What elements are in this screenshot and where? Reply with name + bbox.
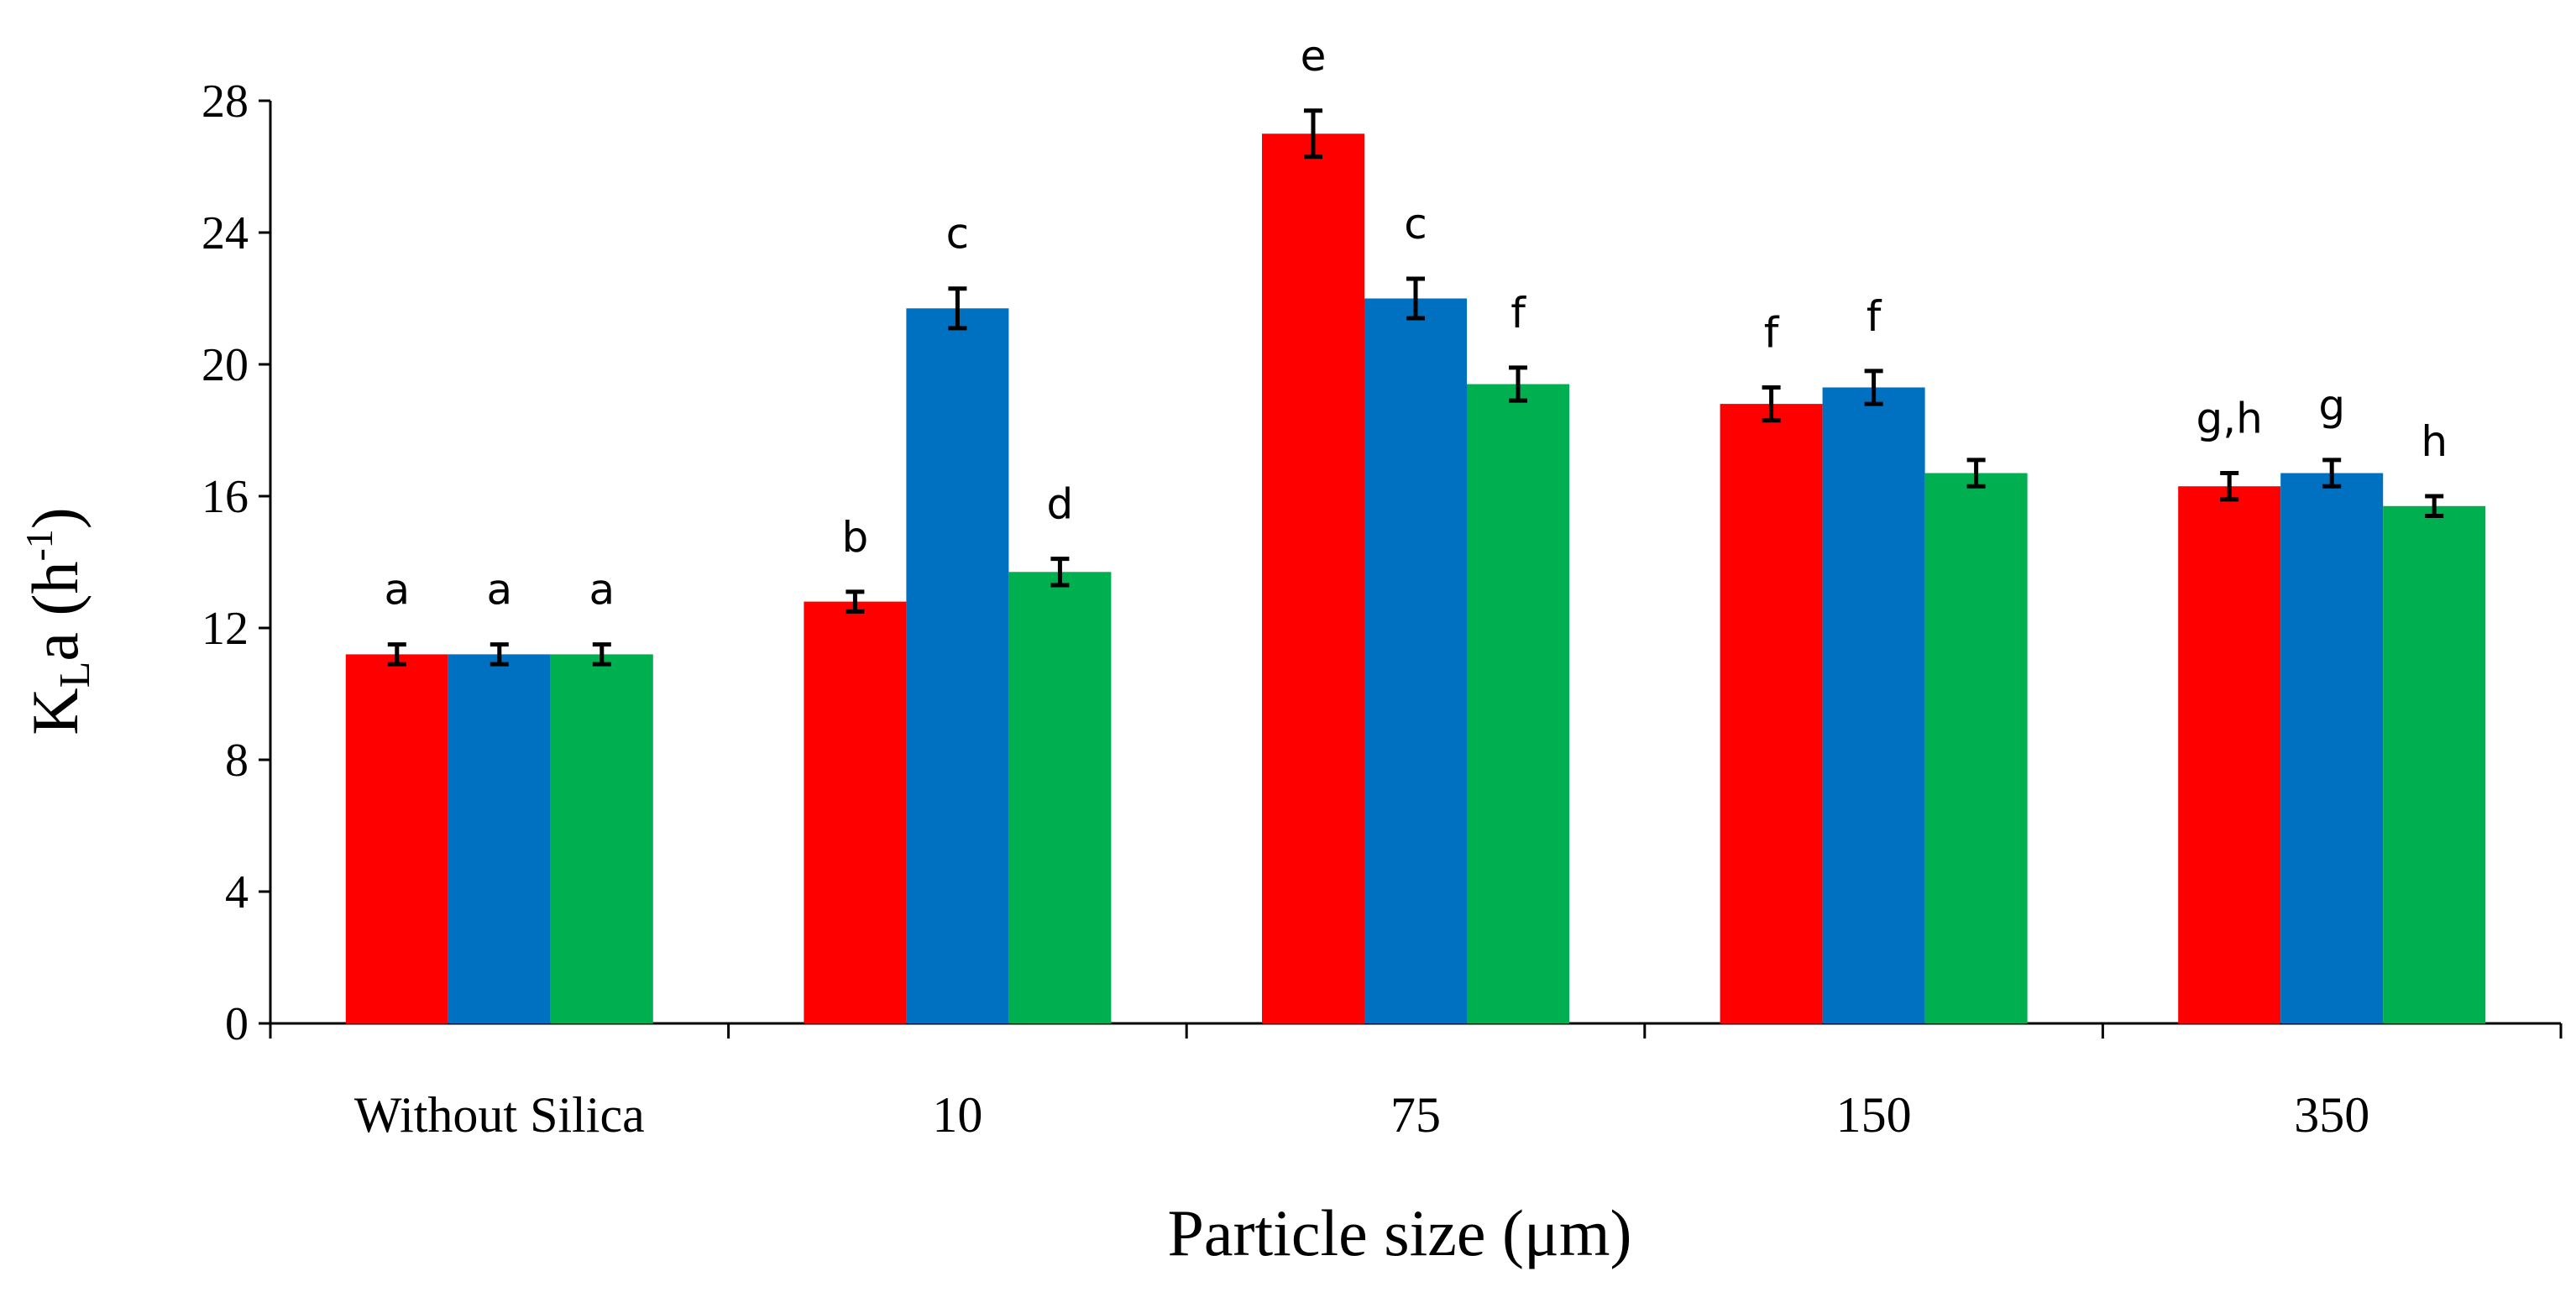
significance-label: f	[1867, 292, 1882, 341]
y-tick-label: 8	[225, 735, 249, 787]
significance-label: f	[1764, 308, 1780, 357]
bar-series-blue	[1822, 387, 1925, 1024]
y-axis-title: KLa (h-1)	[18, 507, 99, 735]
bar-series-green	[1924, 473, 2028, 1023]
x-category-label: 75	[1390, 1087, 1441, 1143]
bar-series-green	[2383, 505, 2486, 1023]
bar-series-red	[1720, 404, 1823, 1024]
y-tick-label: 28	[202, 76, 249, 128]
y-tick-label: 16	[202, 471, 249, 523]
significance-label: d	[1047, 480, 1074, 529]
x-axis-title: Particle size (μm)	[1168, 1196, 1632, 1269]
x-category-label: Without Silica	[354, 1087, 645, 1143]
bar-series-blue	[1364, 298, 1467, 1023]
bar-series-red	[345, 654, 448, 1023]
bar-series-green	[1008, 572, 1112, 1023]
y-tick-label: 0	[225, 998, 249, 1050]
bar-series-red	[1262, 133, 1364, 1023]
significance-label: c	[1404, 200, 1427, 249]
significance-label: f	[1511, 289, 1526, 337]
significance-label: a	[486, 566, 512, 615]
x-category-label: 150	[1836, 1087, 1912, 1143]
bar-series-green	[550, 654, 653, 1023]
y-tick-label: 24	[202, 207, 249, 259]
significance-label: h	[2421, 417, 2448, 466]
significance-label: g,h	[2196, 395, 2263, 443]
significance-label: a	[384, 566, 410, 615]
x-category-label: 350	[2294, 1087, 2369, 1143]
bar-series-blue	[2280, 473, 2384, 1023]
significance-label: g	[2318, 381, 2345, 430]
significance-label: c	[946, 210, 970, 259]
significance-label: b	[842, 513, 869, 562]
bar-series-blue	[906, 308, 1009, 1023]
plot-area: 0 4 8 12 16 20 24 28 Without Silica 10 75 150 350 a a a…	[202, 32, 2563, 1143]
y-tick-label: 4	[225, 866, 249, 918]
x-category-label: 10	[932, 1087, 982, 1143]
y-tick-label: 20	[202, 339, 249, 391]
significance-label: e	[1301, 32, 1327, 81]
bar-series-green	[1467, 384, 1569, 1023]
significance-label: a	[589, 566, 615, 615]
bar-series-red	[804, 601, 907, 1023]
y-tick-label: 12	[202, 603, 249, 655]
bar-series-red	[2178, 486, 2281, 1023]
bar-series-blue	[448, 654, 551, 1023]
